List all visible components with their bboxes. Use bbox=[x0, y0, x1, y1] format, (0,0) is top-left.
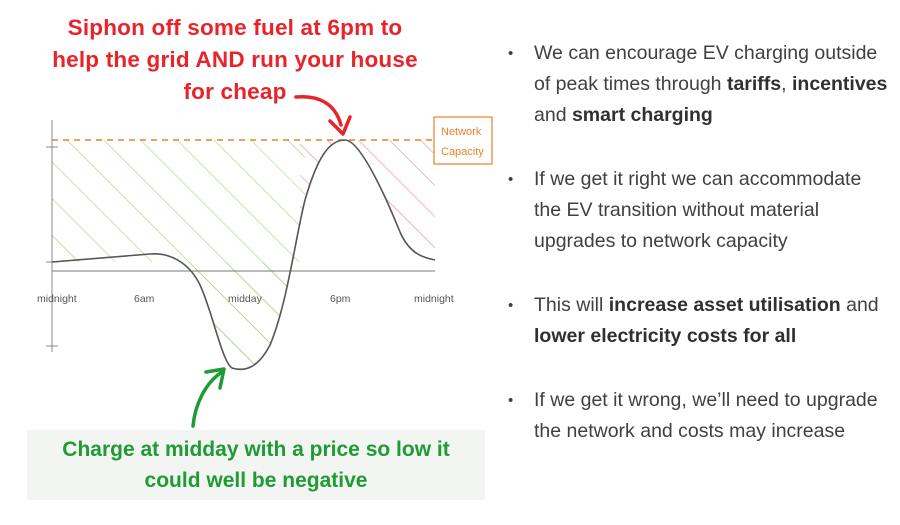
bullet-text-bold: smart charging bbox=[571, 104, 713, 126]
green-arrow bbox=[191, 367, 226, 428]
bullet-text: We can encourage EV charging outside of … bbox=[534, 42, 878, 95]
callout-top-line: Siphon off some fuel at 6pm to bbox=[67, 15, 403, 40]
callout-top-line: for cheap bbox=[183, 79, 287, 104]
x-tick-label: midnight bbox=[37, 293, 77, 305]
load-curve bbox=[51, 139, 436, 371]
red-arrow bbox=[294, 94, 352, 136]
bullet-text: If we get it wrong, we’ll need to upgrad… bbox=[534, 389, 878, 442]
bullet-text-bold: incentives bbox=[791, 73, 888, 95]
bullet-dot-icon: • bbox=[508, 392, 514, 409]
bullet-item: • If we get it wrong, we’ll need to upgra… bbox=[508, 385, 888, 447]
bullet-list: • We can encourage EV charging outside of… bbox=[508, 38, 888, 480]
capacity-label-line: Network bbox=[441, 126, 482, 138]
x-tick-label: 6pm bbox=[330, 293, 351, 305]
green-hatch-dip bbox=[52, 254, 305, 370]
bullet-item: • We can encourage EV charging outside of… bbox=[508, 38, 888, 131]
bullet-text: and bbox=[534, 104, 572, 126]
bullet-text-bold: lower electricity costs for all bbox=[534, 325, 797, 347]
capacity-label-line: Capacity bbox=[441, 146, 484, 158]
callout-bottom-line: Charge at midday with a price so low it bbox=[62, 438, 450, 461]
x-tick-label: midday bbox=[228, 293, 263, 305]
callout-top-line: help the grid AND run your house bbox=[52, 47, 418, 72]
bullet-text: If we get it right we can accommodate th… bbox=[534, 168, 862, 252]
bullet-dot-icon: • bbox=[508, 297, 514, 314]
bullet-text-bold: increase asset utilisation bbox=[608, 294, 841, 316]
bullet-item: • If we get it right we can accommodate t… bbox=[508, 164, 888, 257]
network-capacity-box bbox=[433, 116, 493, 165]
bullet-dot-icon: • bbox=[508, 171, 514, 188]
bullet-text-bold: tariffs bbox=[726, 73, 782, 95]
bullet-item: • This will increase asset utilisation an… bbox=[508, 290, 888, 352]
x-tick-label: midnight bbox=[414, 293, 454, 305]
callout-top: Siphon off some fuel at 6pm to help the … bbox=[30, 12, 440, 108]
bullet-dot-icon: • bbox=[508, 45, 514, 62]
bullet-text: This will bbox=[534, 294, 609, 316]
bullet-text: , bbox=[781, 73, 792, 95]
bullet-text: and bbox=[840, 294, 879, 316]
callout-bottom: Charge at midday with a price so low it … bbox=[27, 430, 485, 500]
callout-bottom-line: could well be negative bbox=[144, 469, 368, 492]
x-tick-label: 6am bbox=[134, 293, 155, 305]
